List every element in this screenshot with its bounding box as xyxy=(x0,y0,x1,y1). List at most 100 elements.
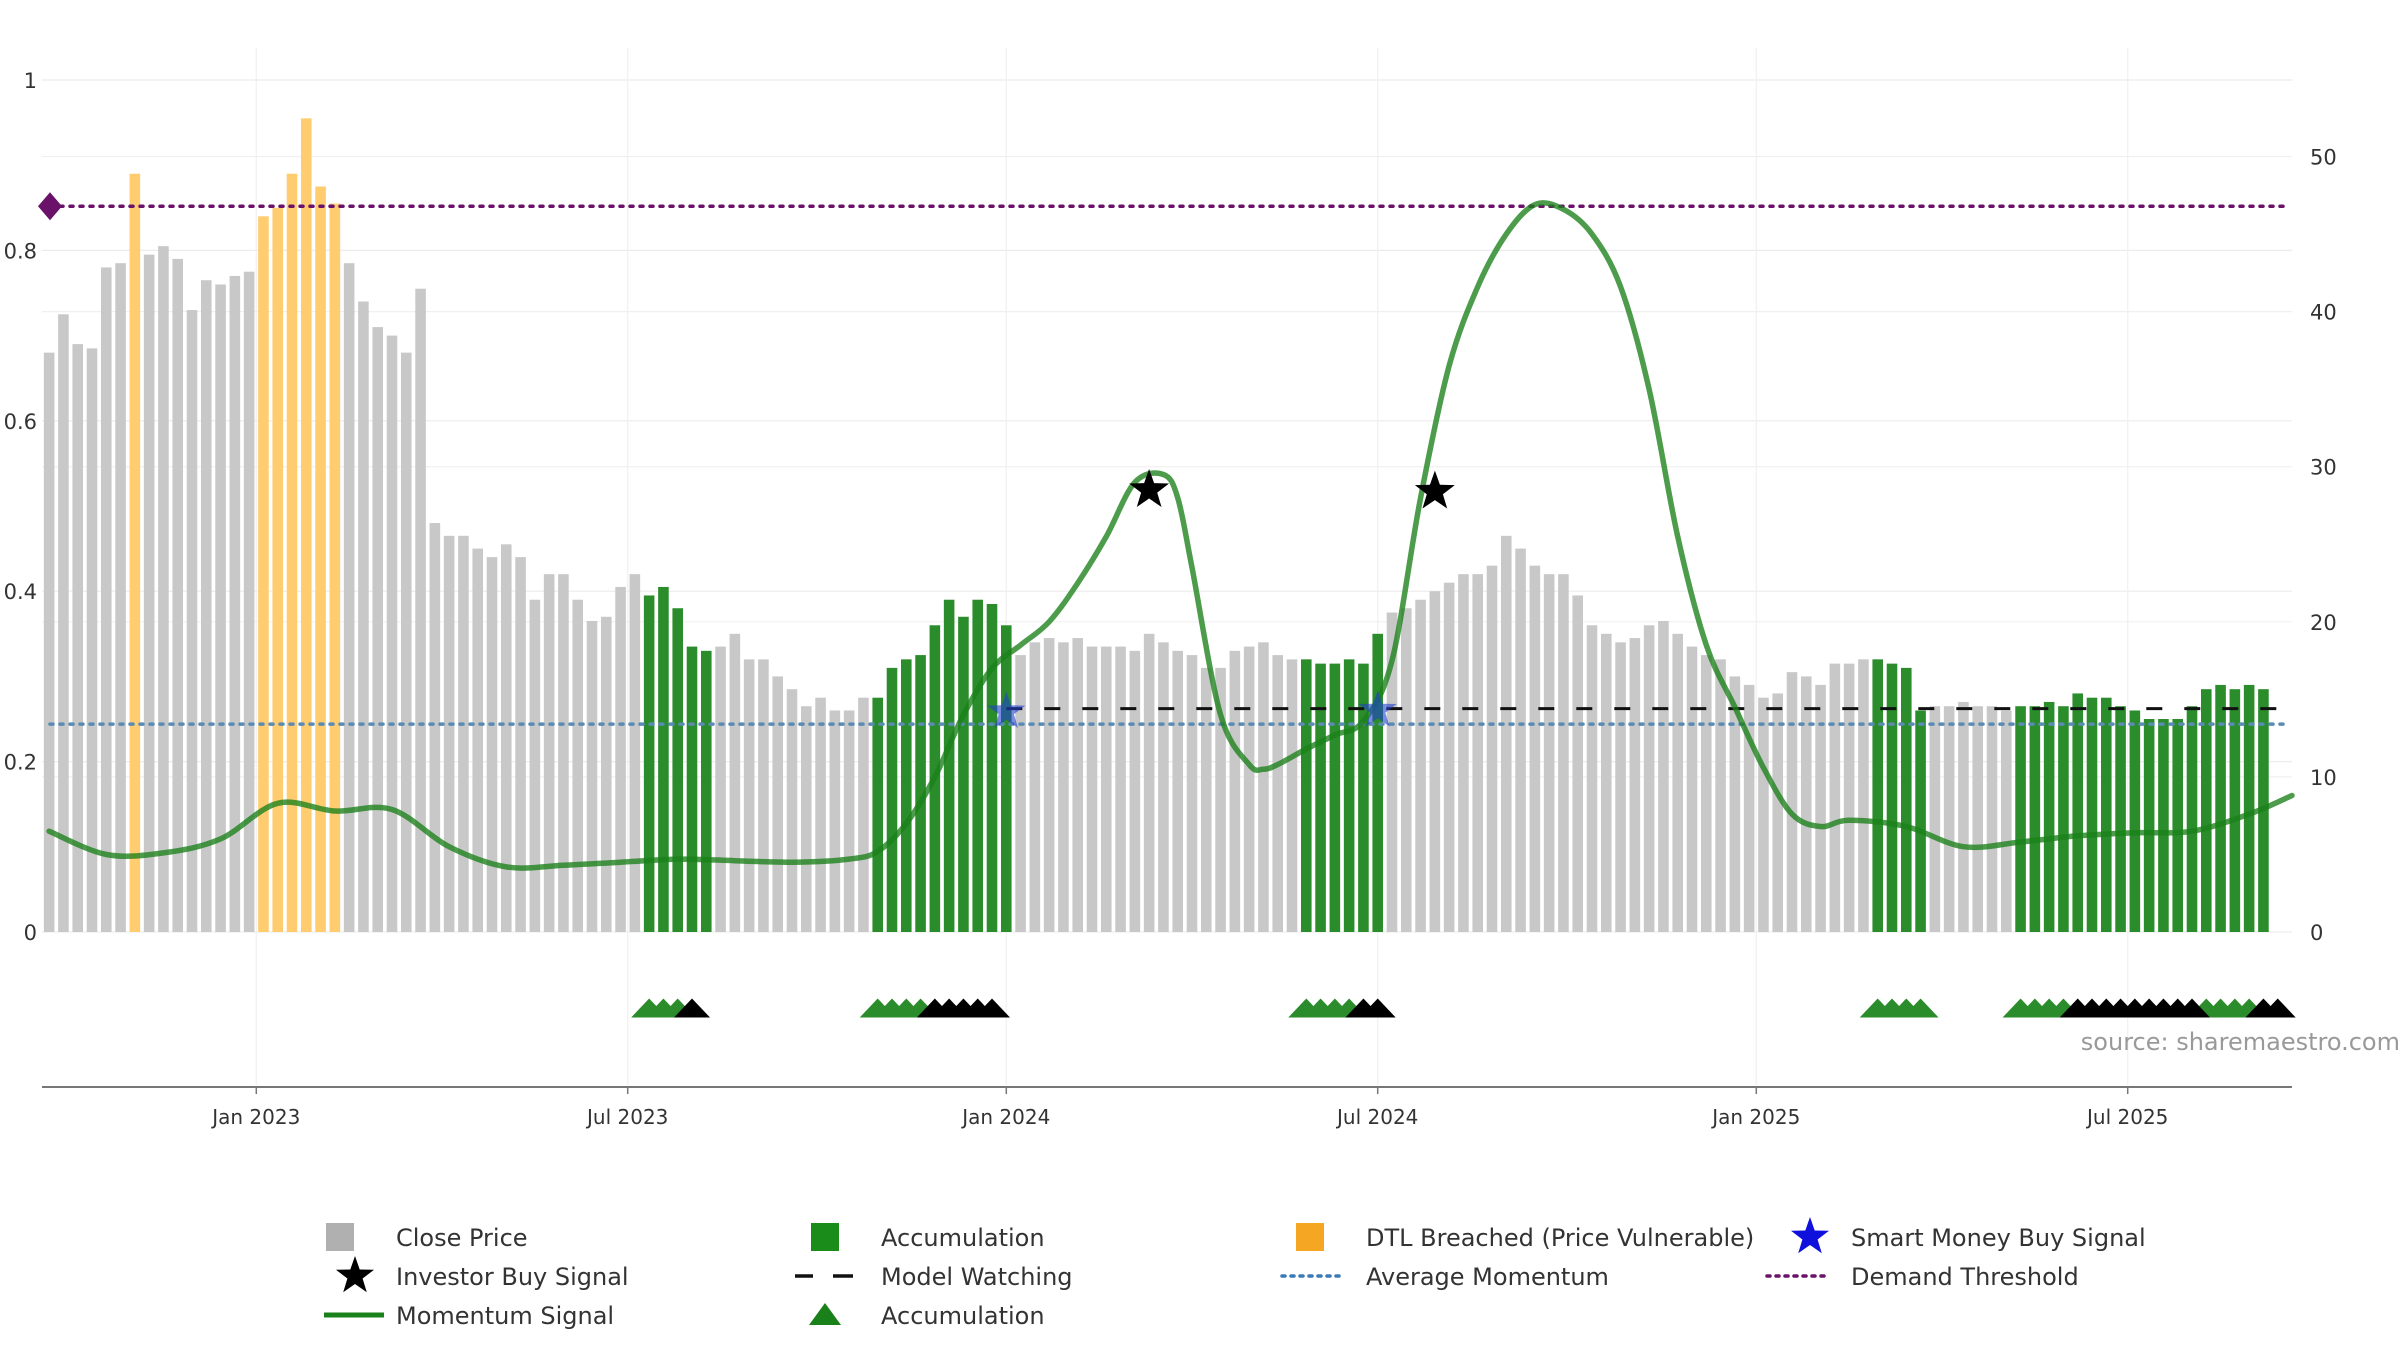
close-price-bar xyxy=(1786,672,1798,932)
close-price-bar xyxy=(1515,548,1526,932)
left-axis-tick: 1 xyxy=(24,69,37,93)
close-price-bar xyxy=(772,676,783,932)
accumulation-bar xyxy=(915,655,926,932)
close-price-bar xyxy=(172,258,183,932)
legend-item: Average Momentum xyxy=(1280,1263,1609,1291)
legend-label: Smart Money Buy Signal xyxy=(1851,1224,2146,1252)
close-price-bar xyxy=(372,327,383,933)
close-price-bar xyxy=(1458,574,1469,932)
legend-label: Average Momentum xyxy=(1366,1263,1609,1291)
close-price-bar xyxy=(1086,646,1098,932)
close-price-bar xyxy=(1658,621,1669,932)
dtl-breached-bar xyxy=(129,173,141,933)
x-axis-tick-label: Jan 2025 xyxy=(1710,1105,1800,1129)
right-axis-tick: 20 xyxy=(2310,611,2337,635)
right-axis-tick: 30 xyxy=(2310,456,2337,480)
dtl-breached-bar xyxy=(272,207,283,933)
close-price-bar xyxy=(1715,659,1726,932)
close-price-bar xyxy=(1529,565,1541,932)
x-axis-tick-label: Jul 2024 xyxy=(1335,1105,1418,1129)
accumulation-bar xyxy=(972,599,983,932)
dtl-breached-bar xyxy=(315,186,326,932)
momentum-signal-line xyxy=(46,200,2295,871)
accumulation-bar xyxy=(1901,667,1912,932)
close-price-bar xyxy=(1558,574,1569,932)
close-price-bar xyxy=(829,710,841,932)
close-price-bar xyxy=(1986,706,1998,932)
accumulation-bar xyxy=(2015,706,2026,932)
close-price-bar xyxy=(43,352,55,932)
accumulation-bar xyxy=(1915,710,1926,932)
close-price-bar xyxy=(472,548,483,932)
close-price-bar xyxy=(1172,650,1183,932)
legend-star-swatch xyxy=(1791,1217,1829,1254)
smart-money-star xyxy=(1358,690,1397,727)
accumulation-bar xyxy=(872,697,883,932)
accumulation-bar xyxy=(901,659,912,932)
accumulation-triangle xyxy=(1902,998,1939,1018)
dtl-breached-bar xyxy=(301,118,312,933)
dtl-breached-bar xyxy=(286,173,298,933)
legend-item: Model Watching xyxy=(795,1263,1073,1291)
close-price-bar xyxy=(1801,676,1812,932)
close-price-bar xyxy=(1972,706,1983,932)
close-price-bar xyxy=(1843,663,1855,932)
accumulation-bar xyxy=(1315,663,1326,932)
close-price-bar xyxy=(586,621,598,932)
accumulation-bar xyxy=(2186,706,2198,932)
close-price-bar xyxy=(58,314,69,932)
close-price-bar xyxy=(201,280,212,933)
close-price-bar xyxy=(415,288,426,932)
close-price-bar xyxy=(601,616,612,932)
close-price-bar xyxy=(1258,642,1269,932)
close-price-bar xyxy=(1586,625,1598,932)
demand-threshold-diamond xyxy=(38,192,62,221)
legend-label: Accumulation xyxy=(881,1224,1045,1252)
close-price-bar xyxy=(1758,697,1769,932)
close-price-bar xyxy=(1943,706,1955,932)
close-price-bar xyxy=(743,659,755,932)
close-price-bar xyxy=(1158,642,1169,932)
close-price-bar xyxy=(786,689,798,932)
legend-square-swatch xyxy=(811,1223,839,1251)
legend-star-swatch xyxy=(336,1256,374,1293)
accumulation-bar xyxy=(943,599,955,932)
accumulation-bar xyxy=(2043,701,2055,932)
close-price-bar xyxy=(1129,650,1141,932)
legend-item: Accumulation xyxy=(809,1302,1045,1330)
close-price-bar xyxy=(186,310,198,932)
right-axis-tick: 10 xyxy=(2310,766,2337,790)
close-price-bar xyxy=(2001,710,2012,932)
accumulation-bar xyxy=(1329,663,1341,932)
close-price-bar xyxy=(1243,646,1255,932)
close-price-bar xyxy=(501,544,512,932)
close-price-bar xyxy=(1743,684,1755,932)
legend-label: Demand Threshold xyxy=(1851,1263,2079,1291)
legend-item: Momentum Signal xyxy=(324,1302,614,1330)
close-price-bar xyxy=(1858,659,1869,932)
legend-item: Accumulation xyxy=(811,1223,1045,1252)
close-price-bar xyxy=(1401,608,1412,932)
accumulation-bar xyxy=(1343,659,1355,932)
legend-label: Close Price xyxy=(396,1224,528,1252)
investor-triangle xyxy=(2259,998,2296,1018)
close-price-bar xyxy=(1615,642,1626,932)
close-price-bar xyxy=(358,301,369,932)
close-price-bar xyxy=(1601,633,1612,932)
legend-item: Smart Money Buy Signal xyxy=(1791,1217,2146,1254)
close-price-bar xyxy=(1672,633,1683,932)
close-price-bar xyxy=(815,697,826,932)
close-price-bar xyxy=(429,523,441,932)
close-price-bar xyxy=(1201,667,1212,932)
close-price-bar xyxy=(1015,655,1026,932)
close-price-bar xyxy=(101,267,112,932)
reference-lines xyxy=(38,192,2292,726)
accumulation-bar xyxy=(2072,693,2083,932)
accumulation-bar xyxy=(2029,706,2041,932)
legend-item: Investor Buy Signal xyxy=(336,1256,629,1293)
accumulation-triangle-strip xyxy=(631,998,2296,1018)
close-price-bar xyxy=(243,271,255,932)
close-price-bar xyxy=(1272,655,1283,932)
